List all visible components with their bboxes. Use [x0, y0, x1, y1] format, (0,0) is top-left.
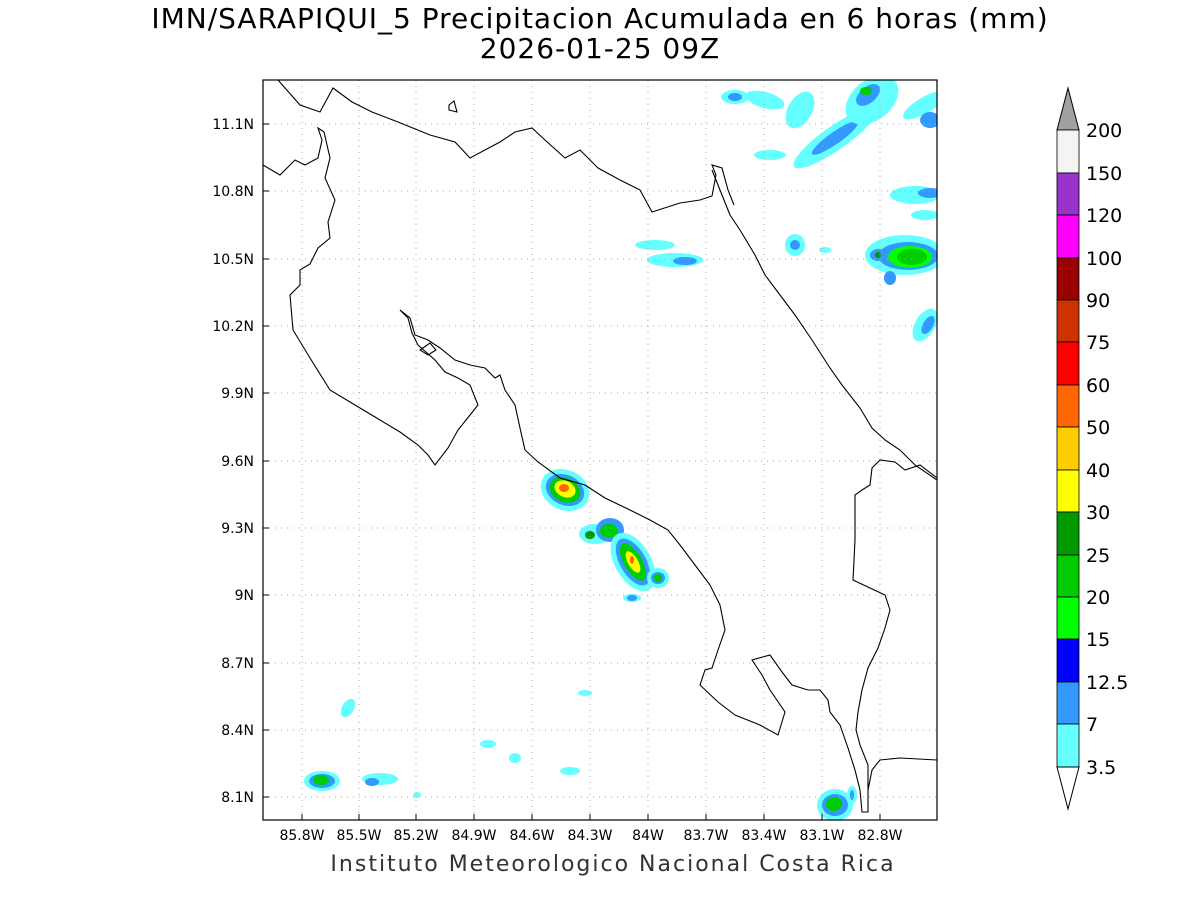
lon-label: 85.2W	[393, 828, 438, 844]
precip-cell-central-2	[579, 518, 669, 602]
precip-cell-caribbean	[865, 235, 937, 285]
lon-label: 84.6W	[509, 828, 554, 844]
longitude-labels: 85.8W 85.5W 85.2W 84.9W 84.6W 84.3W 84W …	[279, 828, 902, 844]
lat-label: 9.3N	[221, 521, 254, 537]
colorbar-label: 25	[1086, 545, 1110, 567]
lat-label: 8.4N	[221, 723, 254, 739]
lon-label: 84.3W	[567, 828, 612, 844]
lon-label: 85.5W	[336, 828, 381, 844]
lon-label: 83.7W	[683, 828, 728, 844]
axis-ticks	[263, 123, 881, 820]
colorbar-label: 15	[1086, 629, 1110, 651]
map-title: IMN/SARAPIQUI_5 Precipitacion Acumulada …	[151, 2, 1049, 35]
lon-label: 84.9W	[451, 828, 496, 844]
colorbar-label: 3.5	[1086, 757, 1116, 779]
latitude-labels: 11.1N 10.8N 10.5N 10.2N 9.9N 9.6N 9.3N 9…	[212, 117, 254, 806]
colorbar-label: 100	[1086, 248, 1122, 270]
map-grid	[263, 80, 937, 820]
caribbean-coast	[711, 169, 937, 481]
lat-label: 9.6N	[221, 454, 254, 470]
lat-label: 8.7N	[221, 656, 254, 672]
gulf-nicoya-coast	[399, 309, 937, 813]
lon-label: 83.1W	[799, 828, 844, 844]
lat-label: 10.2N	[212, 319, 254, 335]
precip-northeast-streaks	[635, 80, 937, 342]
colorbar-label: 50	[1086, 417, 1110, 439]
panama-border	[852, 459, 937, 790]
colorbar-under-arrow	[1056, 766, 1080, 811]
colorbar-label: 20	[1086, 587, 1110, 609]
lon-label: 82.8W	[857, 828, 902, 844]
colorbar-label: 90	[1086, 290, 1110, 312]
colorbar-label: 40	[1086, 460, 1110, 482]
precip-southwest-scattered	[304, 690, 592, 798]
colorbar	[1056, 86, 1080, 811]
lat-label: 9.9N	[221, 386, 254, 402]
precip-cell-southeast	[817, 786, 857, 820]
lake-island	[448, 100, 458, 113]
colorbar-label: 200	[1086, 120, 1122, 142]
coastlines	[263, 80, 937, 813]
nicoya-gulf-island	[419, 342, 437, 356]
lat-label: 10.5N	[212, 252, 254, 268]
lat-label: 8.1N	[221, 790, 254, 806]
colorbar-label: 12.5	[1086, 672, 1128, 694]
colorbar-labels: 3.5 7 12.5 15 20 25 30 40 50 60 75 90 10…	[1086, 120, 1128, 779]
lat-label: 10.8N	[212, 184, 254, 200]
colorbar-label: 150	[1086, 163, 1122, 185]
lon-label: 84W	[632, 828, 664, 844]
map-frame	[262, 79, 938, 821]
lon-label: 85.8W	[279, 828, 324, 844]
colorbar-label: 60	[1086, 375, 1110, 397]
institution-credit: Instituto Meteorologico Nacional Costa R…	[330, 852, 896, 877]
lon-label: 83.4W	[741, 828, 786, 844]
precip-cell-central-1	[540, 469, 590, 511]
lat-label: 9N	[235, 588, 254, 604]
nicaragua-costa-rica-border	[277, 80, 735, 213]
map-datetime: 2026-01-25 09Z	[479, 32, 721, 65]
colorbar-label: 30	[1086, 502, 1110, 524]
colorbar-label: 120	[1086, 205, 1122, 227]
colorbar-label: 75	[1086, 332, 1110, 354]
colorbar-over-arrow	[1056, 86, 1080, 131]
pacific-coast-north	[263, 126, 479, 466]
colorbar-label: 7	[1086, 714, 1098, 736]
precipitation-field	[304, 80, 937, 820]
lat-label: 11.1N	[212, 117, 254, 133]
